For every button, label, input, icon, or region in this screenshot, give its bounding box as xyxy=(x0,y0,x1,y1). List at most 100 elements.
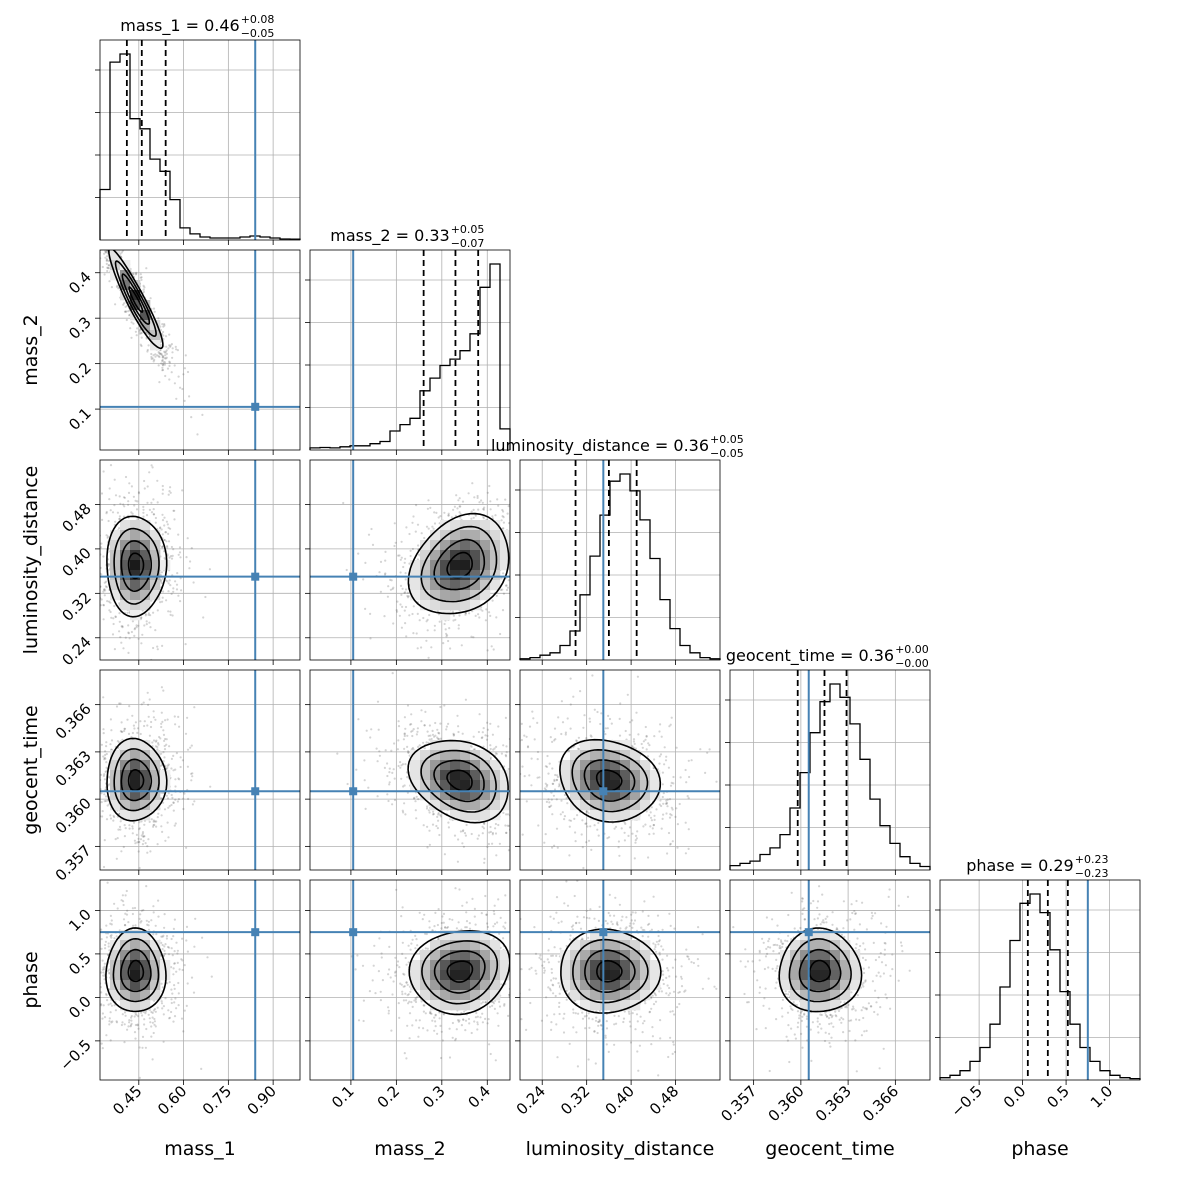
scatter-point xyxy=(169,345,172,348)
density-block xyxy=(110,940,121,951)
scatter-point xyxy=(171,796,174,800)
scatter-point xyxy=(481,501,484,504)
scatter-point xyxy=(186,370,190,374)
scatter-point xyxy=(127,503,130,506)
scatter-point xyxy=(85,527,87,529)
scatter-point xyxy=(200,1067,203,1070)
scatter-point xyxy=(131,273,135,276)
density-block xyxy=(140,320,151,331)
scatter-point xyxy=(168,1016,172,1019)
truth-marker xyxy=(251,402,260,411)
scatter-point xyxy=(100,566,102,569)
scatter-point xyxy=(437,738,441,741)
scatter-point xyxy=(109,922,112,925)
scatter-point xyxy=(110,923,113,926)
scatter-point xyxy=(142,505,145,508)
scatter-point xyxy=(191,775,194,778)
scatter-point xyxy=(92,238,94,240)
scatter-point xyxy=(123,302,126,305)
scatter-point xyxy=(511,556,513,558)
scatter-point xyxy=(114,243,116,245)
scatter-point xyxy=(429,506,432,509)
scatter-point xyxy=(174,723,177,726)
scatter-point xyxy=(95,952,97,954)
scatter-point xyxy=(124,475,128,479)
scatter-point xyxy=(162,330,165,334)
scatter-point xyxy=(167,582,170,585)
density-block xyxy=(410,580,421,591)
scatter-point xyxy=(124,827,127,830)
scatter-point xyxy=(143,479,146,483)
scatter-point xyxy=(472,508,475,511)
scatter-point xyxy=(467,492,470,495)
scatter-point xyxy=(141,633,144,636)
scatter-point xyxy=(140,344,143,348)
scatter-point xyxy=(166,546,169,549)
scatter-point xyxy=(148,698,151,701)
scatter-point xyxy=(100,743,103,746)
scatter-point xyxy=(140,331,143,334)
scatter-point xyxy=(164,531,168,534)
scatter-point xyxy=(428,843,431,846)
scatter-point xyxy=(132,821,136,824)
scatter-point xyxy=(83,221,85,223)
scatter-point xyxy=(505,584,508,587)
scatter-point xyxy=(133,1015,136,1018)
scatter-point xyxy=(150,1025,153,1028)
scatter-point xyxy=(162,1013,165,1016)
scatter-point xyxy=(399,558,402,561)
density-block xyxy=(420,590,431,601)
scatter-point xyxy=(395,609,398,612)
scatter-point xyxy=(458,614,461,617)
scatter-point xyxy=(136,1023,139,1026)
scatter-point xyxy=(161,644,164,648)
scatter-point xyxy=(161,366,164,369)
scatter-point xyxy=(514,766,516,768)
scatter-point xyxy=(460,644,463,647)
scatter-point xyxy=(124,924,127,927)
scatter-point xyxy=(172,801,175,805)
scatter-point xyxy=(134,721,137,724)
scatter-point xyxy=(457,730,460,734)
density-block xyxy=(130,600,141,611)
scatter-point xyxy=(426,507,429,510)
scatter-point xyxy=(100,792,103,795)
scatter-point xyxy=(394,541,397,544)
scatter-point xyxy=(132,322,135,325)
scatter-point xyxy=(146,724,149,727)
scatter-point xyxy=(96,771,98,773)
scatter-point xyxy=(174,768,177,771)
scatter-point xyxy=(124,1014,127,1017)
scatter-point xyxy=(433,522,437,525)
scatter-point xyxy=(137,491,140,494)
scatter-point xyxy=(552,576,554,578)
scatter-point xyxy=(138,866,141,870)
scatter-point xyxy=(160,752,163,755)
scatter-point xyxy=(142,835,145,838)
scatter-point xyxy=(98,753,100,755)
scatter-point xyxy=(121,626,124,629)
scatter-point xyxy=(90,229,92,231)
scatter-point xyxy=(166,580,169,583)
scatter-point xyxy=(103,962,106,965)
scatter-point xyxy=(512,638,514,640)
scatter-point xyxy=(121,1021,124,1024)
scatter-point xyxy=(160,580,163,583)
scatter-point xyxy=(102,696,105,699)
scatter-point xyxy=(170,966,173,969)
scatter-point xyxy=(100,801,103,804)
scatter-point xyxy=(144,1010,147,1013)
scatter-point xyxy=(105,259,108,262)
scatter-point xyxy=(122,245,124,247)
scatter-point xyxy=(150,818,153,821)
scatter-point xyxy=(135,334,138,337)
scatter-point xyxy=(447,639,450,643)
scatter-point xyxy=(160,935,163,938)
scatter-point xyxy=(113,245,115,247)
scatter-point xyxy=(164,719,167,722)
scatter-point xyxy=(101,815,104,818)
scatter-point xyxy=(139,273,142,276)
scatter-point xyxy=(143,286,146,289)
scatter-point xyxy=(161,488,164,491)
scatter-point xyxy=(136,500,139,503)
